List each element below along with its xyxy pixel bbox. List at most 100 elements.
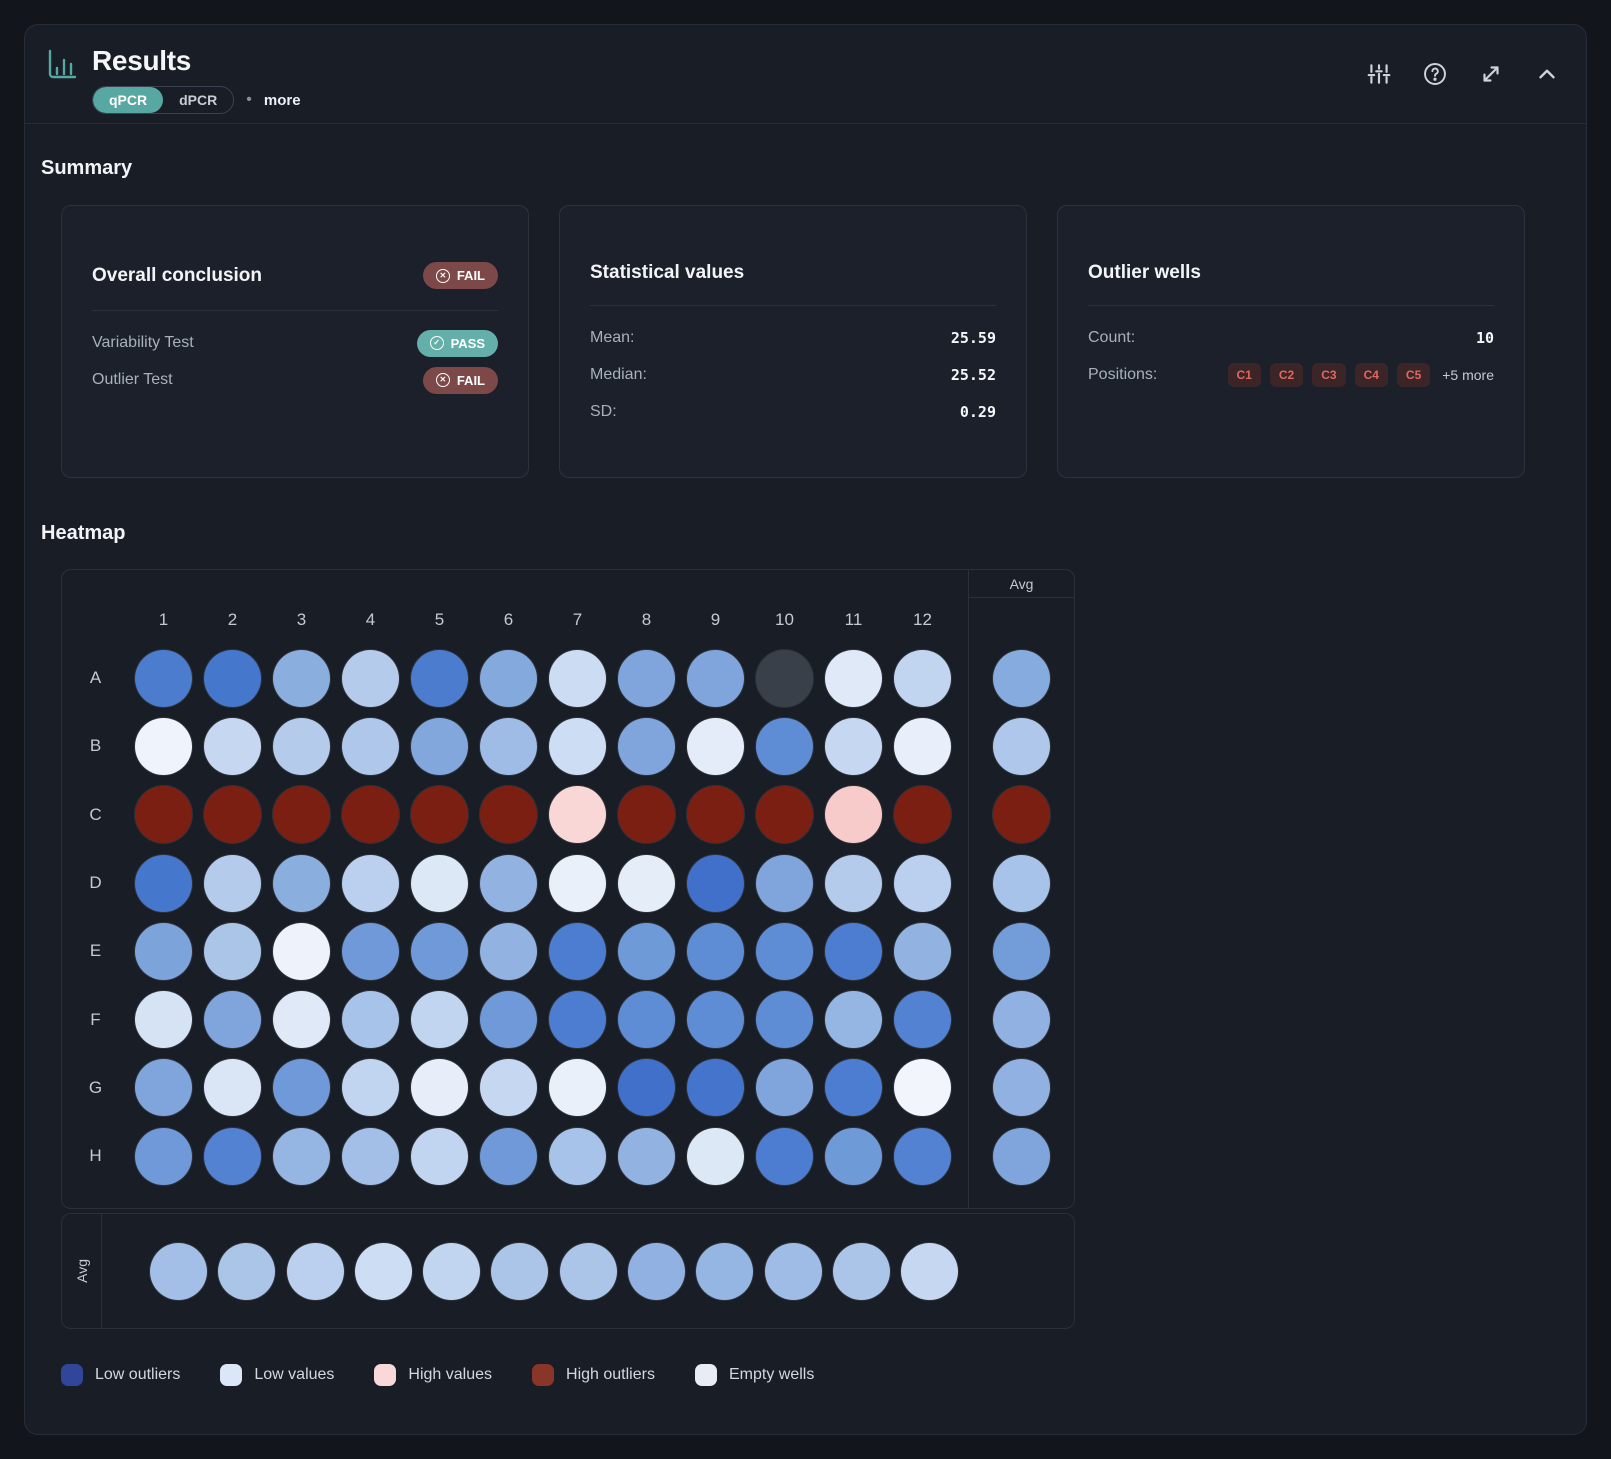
well-E6[interactable]	[480, 922, 537, 980]
well-G10[interactable]	[756, 1059, 813, 1117]
well-F1[interactable]	[135, 991, 192, 1049]
well-A11[interactable]	[825, 649, 882, 707]
well-E3[interactable]	[273, 922, 330, 980]
col-avg-3[interactable]	[286, 1242, 344, 1300]
well-D10[interactable]	[756, 854, 813, 912]
well-H7[interactable]	[549, 1127, 606, 1185]
well-G8[interactable]	[618, 1059, 675, 1117]
well-E1[interactable]	[135, 922, 192, 980]
col-avg-1[interactable]	[150, 1242, 207, 1300]
outlier-chip-C2[interactable]: C2	[1269, 363, 1304, 387]
well-B7[interactable]	[549, 717, 606, 775]
well-D8[interactable]	[618, 854, 675, 912]
well-C5[interactable]	[411, 786, 468, 844]
well-D7[interactable]	[549, 854, 606, 912]
well-H2[interactable]	[204, 1127, 261, 1185]
well-F12[interactable]	[894, 991, 951, 1049]
well-F4[interactable]	[342, 991, 399, 1049]
well-B8[interactable]	[618, 717, 675, 775]
well-A7[interactable]	[549, 649, 606, 707]
well-B2[interactable]	[204, 717, 261, 775]
col-avg-9[interactable]	[696, 1242, 754, 1300]
well-H12[interactable]	[894, 1127, 951, 1185]
well-H9[interactable]	[687, 1127, 744, 1185]
col-avg-6[interactable]	[491, 1242, 549, 1300]
well-C11[interactable]	[825, 786, 882, 844]
well-F2[interactable]	[204, 991, 261, 1049]
more-link[interactable]: more	[263, 91, 301, 109]
well-D4[interactable]	[342, 854, 399, 912]
well-C1[interactable]	[135, 786, 192, 844]
well-A9[interactable]	[687, 649, 744, 707]
expand-icon[interactable]	[1478, 61, 1504, 87]
tab-qpcr[interactable]: qPCR	[93, 87, 164, 113]
well-F8[interactable]	[618, 991, 675, 1049]
well-D12[interactable]	[894, 854, 951, 912]
well-B5[interactable]	[411, 717, 468, 775]
well-D11[interactable]	[825, 854, 882, 912]
well-C12[interactable]	[894, 786, 951, 844]
well-E2[interactable]	[204, 922, 261, 980]
well-E10[interactable]	[756, 922, 813, 980]
well-B6[interactable]	[480, 717, 537, 775]
well-H10[interactable]	[756, 1127, 813, 1185]
well-F10[interactable]	[756, 991, 813, 1049]
well-F3[interactable]	[273, 991, 330, 1049]
well-E9[interactable]	[687, 922, 744, 980]
well-B4[interactable]	[342, 717, 399, 775]
col-avg-11[interactable]	[832, 1242, 890, 1300]
well-E11[interactable]	[825, 922, 882, 980]
well-G1[interactable]	[135, 1059, 192, 1117]
well-F11[interactable]	[825, 991, 882, 1049]
well-D6[interactable]	[480, 854, 537, 912]
collapse-chevron-icon[interactable]	[1534, 61, 1560, 87]
more-outliers-link[interactable]: +5 more	[1442, 367, 1494, 383]
well-D5[interactable]	[411, 854, 468, 912]
col-avg-7[interactable]	[559, 1242, 617, 1300]
row-avg-A[interactable]	[993, 649, 1050, 707]
well-H5[interactable]	[411, 1127, 468, 1185]
well-A2[interactable]	[204, 649, 261, 707]
well-C4[interactable]	[342, 786, 399, 844]
well-B11[interactable]	[825, 717, 882, 775]
row-avg-G[interactable]	[993, 1059, 1050, 1117]
well-B3[interactable]	[273, 717, 330, 775]
well-C6[interactable]	[480, 786, 537, 844]
well-G11[interactable]	[825, 1059, 882, 1117]
well-E4[interactable]	[342, 922, 399, 980]
row-avg-B[interactable]	[993, 717, 1050, 775]
col-avg-10[interactable]	[764, 1242, 822, 1300]
well-C8[interactable]	[618, 786, 675, 844]
well-G12[interactable]	[894, 1059, 951, 1117]
well-G6[interactable]	[480, 1059, 537, 1117]
well-G4[interactable]	[342, 1059, 399, 1117]
well-E7[interactable]	[549, 922, 606, 980]
well-A6[interactable]	[480, 649, 537, 707]
well-A8[interactable]	[618, 649, 675, 707]
well-C2[interactable]	[204, 786, 261, 844]
well-H4[interactable]	[342, 1127, 399, 1185]
well-E8[interactable]	[618, 922, 675, 980]
well-G5[interactable]	[411, 1059, 468, 1117]
well-F9[interactable]	[687, 991, 744, 1049]
well-G2[interactable]	[204, 1059, 261, 1117]
well-C9[interactable]	[687, 786, 744, 844]
well-H3[interactable]	[273, 1127, 330, 1185]
well-E5[interactable]	[411, 922, 468, 980]
well-A1[interactable]	[135, 649, 192, 707]
well-B9[interactable]	[687, 717, 744, 775]
well-H6[interactable]	[480, 1127, 537, 1185]
col-avg-8[interactable]	[628, 1242, 686, 1300]
row-avg-E[interactable]	[993, 922, 1050, 980]
well-G9[interactable]	[687, 1059, 744, 1117]
well-F6[interactable]	[480, 991, 537, 1049]
well-H8[interactable]	[618, 1127, 675, 1185]
well-E12[interactable]	[894, 922, 951, 980]
col-avg-12[interactable]	[901, 1242, 959, 1300]
outlier-chip-C4[interactable]: C4	[1354, 363, 1388, 387]
well-A3[interactable]	[273, 649, 330, 707]
col-avg-2[interactable]	[218, 1242, 276, 1300]
tab-dpcr[interactable]: dPCR	[179, 92, 218, 108]
well-G7[interactable]	[549, 1059, 606, 1117]
well-G3[interactable]	[273, 1059, 330, 1117]
